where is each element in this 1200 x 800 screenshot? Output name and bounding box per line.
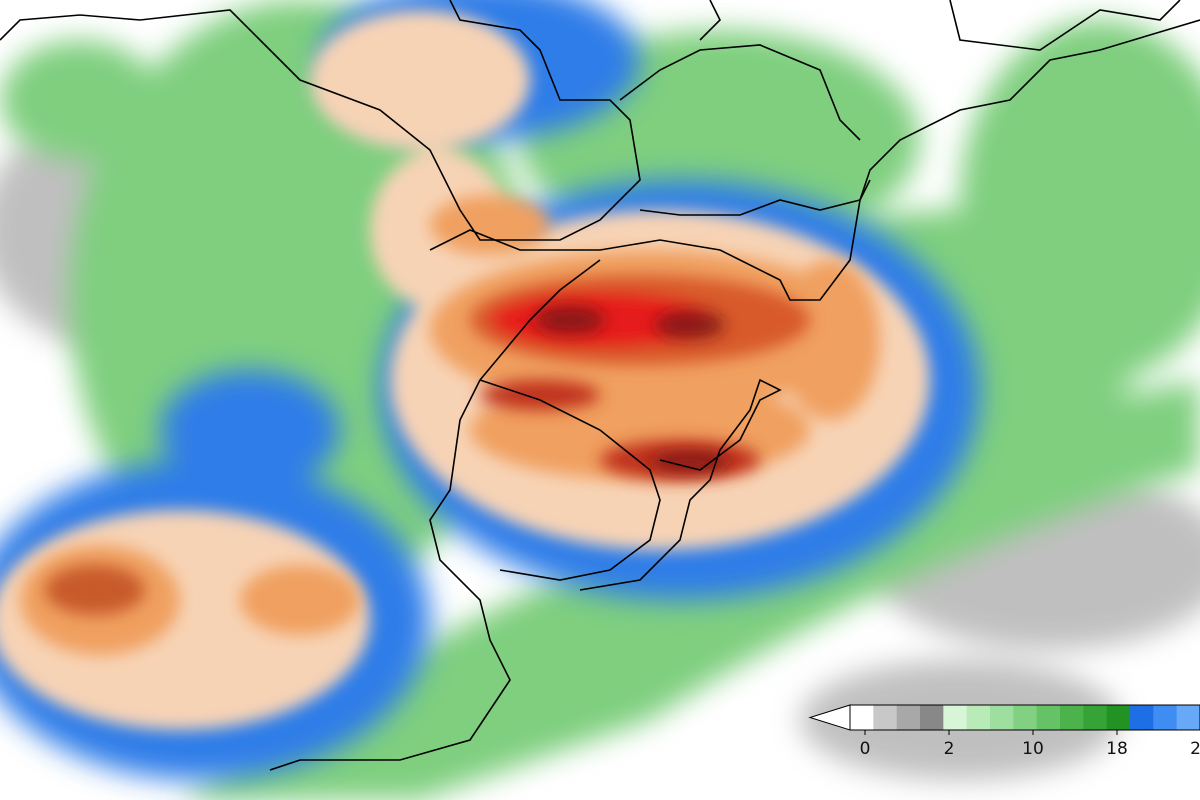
colorbar-outline bbox=[849, 704, 1200, 731]
colorbar-swatch bbox=[1176, 705, 1200, 730]
colorbar-swatch bbox=[1153, 705, 1178, 730]
colorbar-swatch bbox=[850, 705, 874, 730]
colorbar-swatch bbox=[943, 705, 968, 730]
colorbar-swatch bbox=[1013, 705, 1038, 730]
colorbar-swatch bbox=[1083, 705, 1108, 730]
borders bbox=[0, 0, 1200, 771]
colorbar-swatch bbox=[920, 705, 944, 730]
colorbar: 0 2 10 18 26 bbox=[808, 704, 1200, 759]
colorbar-swatch bbox=[873, 705, 898, 730]
colorbar-tick-label: 26 bbox=[1190, 739, 1200, 759]
colorbar-swatch bbox=[896, 705, 921, 730]
colorbar-swatch bbox=[1036, 705, 1061, 730]
colorbar-swatch bbox=[1060, 705, 1084, 730]
colorbar-swatch bbox=[966, 705, 991, 730]
colorbar-tick-label: 2 bbox=[944, 739, 955, 759]
colorbar-tick-label: 0 bbox=[860, 739, 871, 759]
colorbar-swatch bbox=[1130, 705, 1154, 730]
colorbar-tick-label: 18 bbox=[1106, 739, 1128, 759]
colorbar-tick-label: 10 bbox=[1022, 739, 1044, 759]
colorbar-swatch bbox=[1106, 705, 1131, 730]
colorbar-swatch bbox=[990, 705, 1014, 730]
